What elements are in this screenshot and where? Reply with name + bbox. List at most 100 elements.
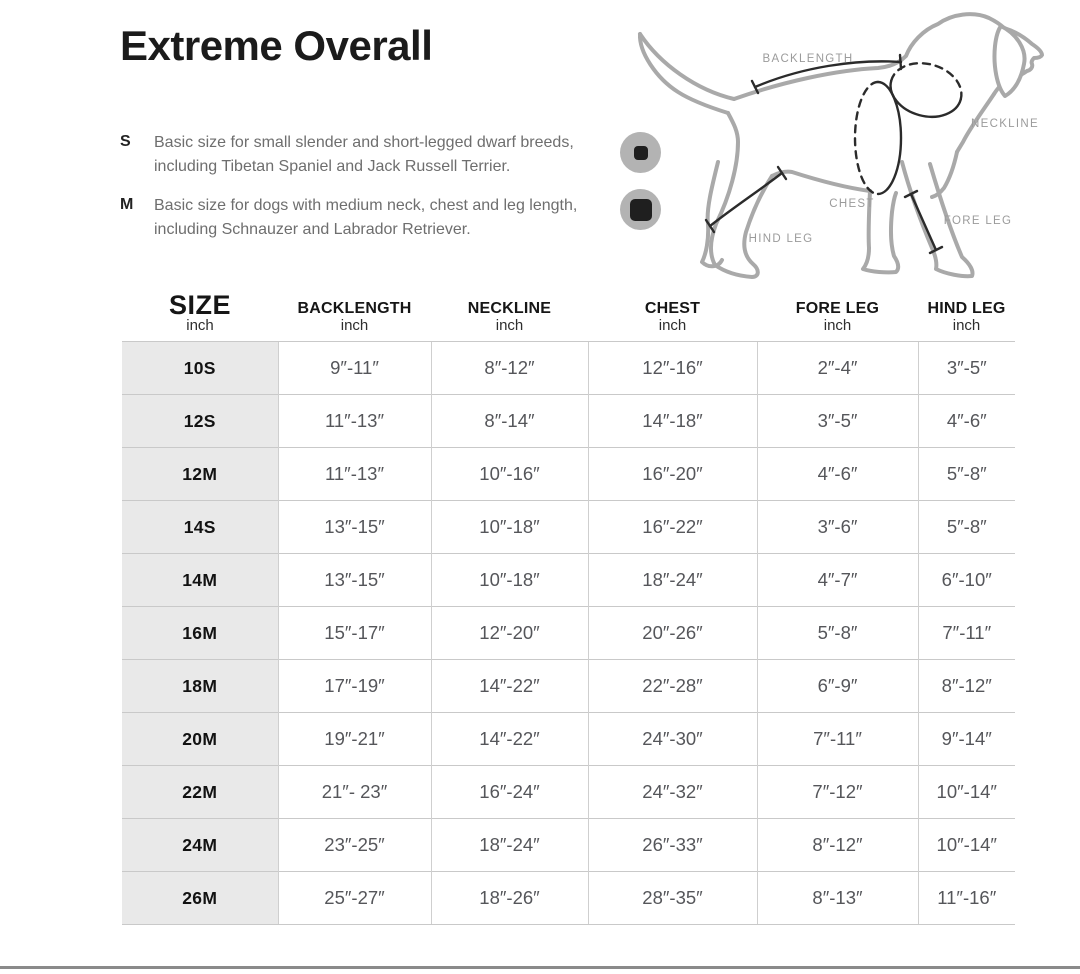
chest-cell: 16″-22″ bbox=[587, 500, 757, 554]
column-header-hindleg: HIND LEG inch bbox=[927, 300, 1006, 334]
foreleg-cell: 4″-6″ bbox=[756, 447, 918, 501]
chest-cell: 28″-35″ bbox=[587, 871, 757, 925]
neckline-cell: 10″-16″ bbox=[430, 447, 588, 501]
foreleg-cell: 2″-4″ bbox=[756, 341, 918, 395]
dog-belly bbox=[770, 169, 872, 193]
foreleg-cell: 3″-5″ bbox=[756, 394, 918, 448]
table-row: 22M 21″- 23″ 16″-24″ 24″-32″ 7″-12″ 10″-14″ bbox=[122, 765, 1015, 819]
table-row: 14M 13″-15″ 10″-18″ 18″-24″ 4″-7″ 6″-10″ bbox=[122, 553, 1015, 607]
size-cell: 26M bbox=[122, 871, 278, 925]
backlength-cell: 25″-27″ bbox=[277, 871, 431, 925]
size-cell: 20M bbox=[122, 712, 278, 766]
backlength-cell: 13″-15″ bbox=[277, 553, 431, 607]
neckline-cell: 14″-22″ bbox=[430, 659, 588, 713]
size-cell: 24M bbox=[122, 818, 278, 872]
table-row: 12M 11″-13″ 10″-16″ 16″-20″ 4″-6″ 5″-8″ bbox=[122, 447, 1015, 501]
hindleg-cell: 9″-14″ bbox=[917, 712, 1015, 766]
foreleg-cell: 8″-12″ bbox=[756, 818, 918, 872]
neckline-cell: 16″-24″ bbox=[430, 765, 588, 819]
chest-cell: 18″-24″ bbox=[587, 553, 757, 607]
backlength-label: BACKLENGTH bbox=[763, 53, 854, 65]
chest-cell: 22″-28″ bbox=[587, 659, 757, 713]
foreleg-cell: 5″-8″ bbox=[756, 606, 918, 660]
backlength-cell: 11″-13″ bbox=[277, 447, 431, 501]
hindleg-measure-line bbox=[708, 171, 784, 228]
hindleg-cell: 5″-8″ bbox=[917, 447, 1015, 501]
size-cell: 18M bbox=[122, 659, 278, 713]
size-m-description: M Basic size for dogs with medium neck, … bbox=[120, 194, 634, 242]
hindleg-cell: 10″-14″ bbox=[917, 765, 1015, 819]
table-row: 24M 23″-25″ 18″-24″ 26″-33″ 8″-12″ 10″-14″ bbox=[122, 818, 1015, 872]
chest-label: CHEST bbox=[829, 198, 874, 210]
table-row: 16M 15″-17″ 12″-20″ 20″-26″ 5″-8″ 7″-11″ bbox=[122, 606, 1015, 660]
size-table-body: 10S 9″-11″ 8″-12″ 12″-16″ 2″-4″ 3″-5″ 12S 11″-1… bbox=[122, 341, 1015, 925]
backlength-cell: 23″-25″ bbox=[277, 818, 431, 872]
dog-measurement-diagram: BACKLENGTH NECKLINE CHEST FORE LEG HIND … bbox=[637, 12, 1044, 279]
table-row: 20M 19″-21″ 14″-22″ 24″-30″ 7″-11″ 9″-14″ bbox=[122, 712, 1015, 766]
size-m-line2: including Schnauzer and Labrador Retriev… bbox=[154, 221, 471, 238]
neckline-label: NECKLINE bbox=[971, 118, 1039, 130]
dog-hind-leg bbox=[709, 111, 774, 279]
table-row: 26M 25″-27″ 18″-26″ 28″-35″ 8″-13″ 11″-16″ bbox=[122, 871, 1015, 925]
size-cell: 10S bbox=[122, 341, 278, 395]
neckline-cell: 10″-18″ bbox=[430, 500, 588, 554]
hindleg-label: HIND LEG bbox=[749, 233, 814, 245]
foreleg-cell: 7″-12″ bbox=[756, 765, 918, 819]
medium-square-icon bbox=[629, 198, 652, 221]
size-s-line1: Basic size for small slender and short-l… bbox=[154, 134, 574, 151]
hindleg-cell: 3″-5″ bbox=[917, 341, 1015, 395]
page-title: Extreme Overall bbox=[120, 22, 433, 69]
size-cell: 16M bbox=[122, 606, 278, 660]
table-row: 12S 11″-13″ 8″-14″ 14″-18″ 3″-5″ 4″-6″ bbox=[122, 394, 1015, 448]
foreleg-cell: 3″-6″ bbox=[756, 500, 918, 554]
column-header-chest: CHEST inch bbox=[644, 300, 701, 334]
size-s-text: Basic size for small slender and short-l… bbox=[154, 131, 634, 179]
foreleg-measure-line bbox=[909, 192, 938, 252]
neckline-cell: 8″-12″ bbox=[430, 341, 588, 395]
neckline-cell: 14″-22″ bbox=[430, 712, 588, 766]
chest-cell: 20″-26″ bbox=[587, 606, 757, 660]
column-header-backlength: BACKLENGTH inch bbox=[297, 300, 412, 334]
neckline-measure-line bbox=[889, 62, 963, 118]
backlength-cell: 19″-21″ bbox=[277, 712, 431, 766]
backlength-cell: 15″-17″ bbox=[277, 606, 431, 660]
table-row: 18M 17″-19″ 14″-22″ 22″-28″ 6″-9″ 8″-12″ bbox=[122, 659, 1015, 713]
dog-ear bbox=[992, 24, 1027, 98]
foreleg-cell: 4″-7″ bbox=[756, 553, 918, 607]
chest-cell: 24″-30″ bbox=[587, 712, 757, 766]
size-cell: 22M bbox=[122, 765, 278, 819]
backlength-cell: 13″-15″ bbox=[277, 500, 431, 554]
foreleg-cell: 7″-11″ bbox=[756, 712, 918, 766]
bottom-divider bbox=[0, 966, 1080, 969]
hindleg-cell: 8″-12″ bbox=[917, 659, 1015, 713]
size-table-header: SIZE inch BACKLENGTH inch NECKLINE inch … bbox=[122, 287, 1015, 342]
dog-back bbox=[732, 12, 1006, 101]
foreleg-label: FORE LEG bbox=[944, 215, 1013, 227]
backlength-cell: 21″- 23″ bbox=[277, 765, 431, 819]
table-row: 14S 13″-15″ 10″-18″ 16″-22″ 3″-6″ 5″-8″ bbox=[122, 500, 1015, 554]
size-s-description: S Basic size for small slender and short… bbox=[120, 131, 634, 179]
backlength-cell: 17″-19″ bbox=[277, 659, 431, 713]
dog-fore-leg bbox=[861, 189, 901, 275]
medium-size-marker-icon bbox=[620, 189, 661, 230]
size-m-line1: Basic size for dogs with medium neck, ch… bbox=[154, 197, 578, 214]
hindleg-cell: 5″-8″ bbox=[917, 500, 1015, 554]
size-s-line2: including Tibetan Spaniel and Jack Russe… bbox=[154, 158, 511, 175]
chest-cell: 26″-33″ bbox=[587, 818, 757, 872]
hindleg-cell: 6″-10″ bbox=[917, 553, 1015, 607]
column-header-size: SIZE inch bbox=[168, 290, 231, 335]
table-row: 10S 9″-11″ 8″-12″ 12″-16″ 2″-4″ 3″-5″ bbox=[122, 341, 1015, 395]
backlength-measure-line bbox=[753, 60, 903, 89]
size-m-text: Basic size for dogs with medium neck, ch… bbox=[154, 194, 634, 242]
small-size-marker-icon bbox=[620, 132, 661, 173]
size-cell: 12S bbox=[122, 394, 278, 448]
size-m-key: M bbox=[120, 196, 134, 213]
chest-cell: 24″-32″ bbox=[587, 765, 757, 819]
neckline-cell: 10″-18″ bbox=[430, 553, 588, 607]
hindleg-cell: 11″-16″ bbox=[917, 871, 1015, 925]
neckline-cell: 8″-14″ bbox=[430, 394, 588, 448]
hindleg-cell: 4″-6″ bbox=[917, 394, 1015, 448]
small-square-icon bbox=[633, 145, 648, 160]
hindleg-cell: 7″-11″ bbox=[917, 606, 1015, 660]
